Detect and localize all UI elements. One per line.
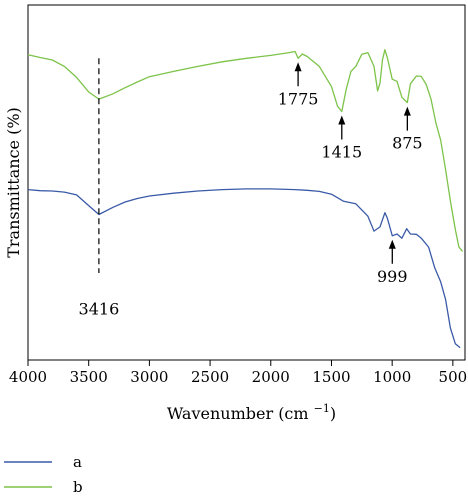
x-tick-label: 1500	[312, 368, 350, 386]
x-tick-label: 2500	[191, 368, 229, 386]
peak-arrow-head	[294, 62, 302, 72]
y-axis-label: Transmittance (%)	[4, 107, 23, 258]
series-line-b	[27, 49, 464, 252]
peak-label: 875	[392, 134, 423, 153]
peak-arrow-head	[388, 239, 396, 249]
peak-arrow-head	[403, 106, 411, 116]
peak-label: 1775	[278, 89, 319, 108]
x-tick-label: 500	[439, 368, 468, 386]
series-line-a	[27, 188, 461, 349]
x-axis-label: Wavenumber (cm −1)	[167, 402, 336, 423]
legend-label-a: a	[73, 453, 82, 471]
x-tick-label: 1000	[373, 368, 411, 386]
peak-arrow-head	[338, 115, 346, 125]
legend-label-b: b	[73, 478, 83, 496]
x-tick-label: 2000	[252, 368, 290, 386]
x-tick-label: 3500	[70, 368, 108, 386]
plot-frame	[27, 4, 466, 361]
peak-label: 3416	[79, 300, 120, 319]
x-tick-label: 3000	[130, 368, 168, 386]
x-tick-label: 4000	[9, 368, 47, 386]
peak-label: 999	[377, 267, 408, 286]
peak-label: 1415	[321, 143, 362, 162]
